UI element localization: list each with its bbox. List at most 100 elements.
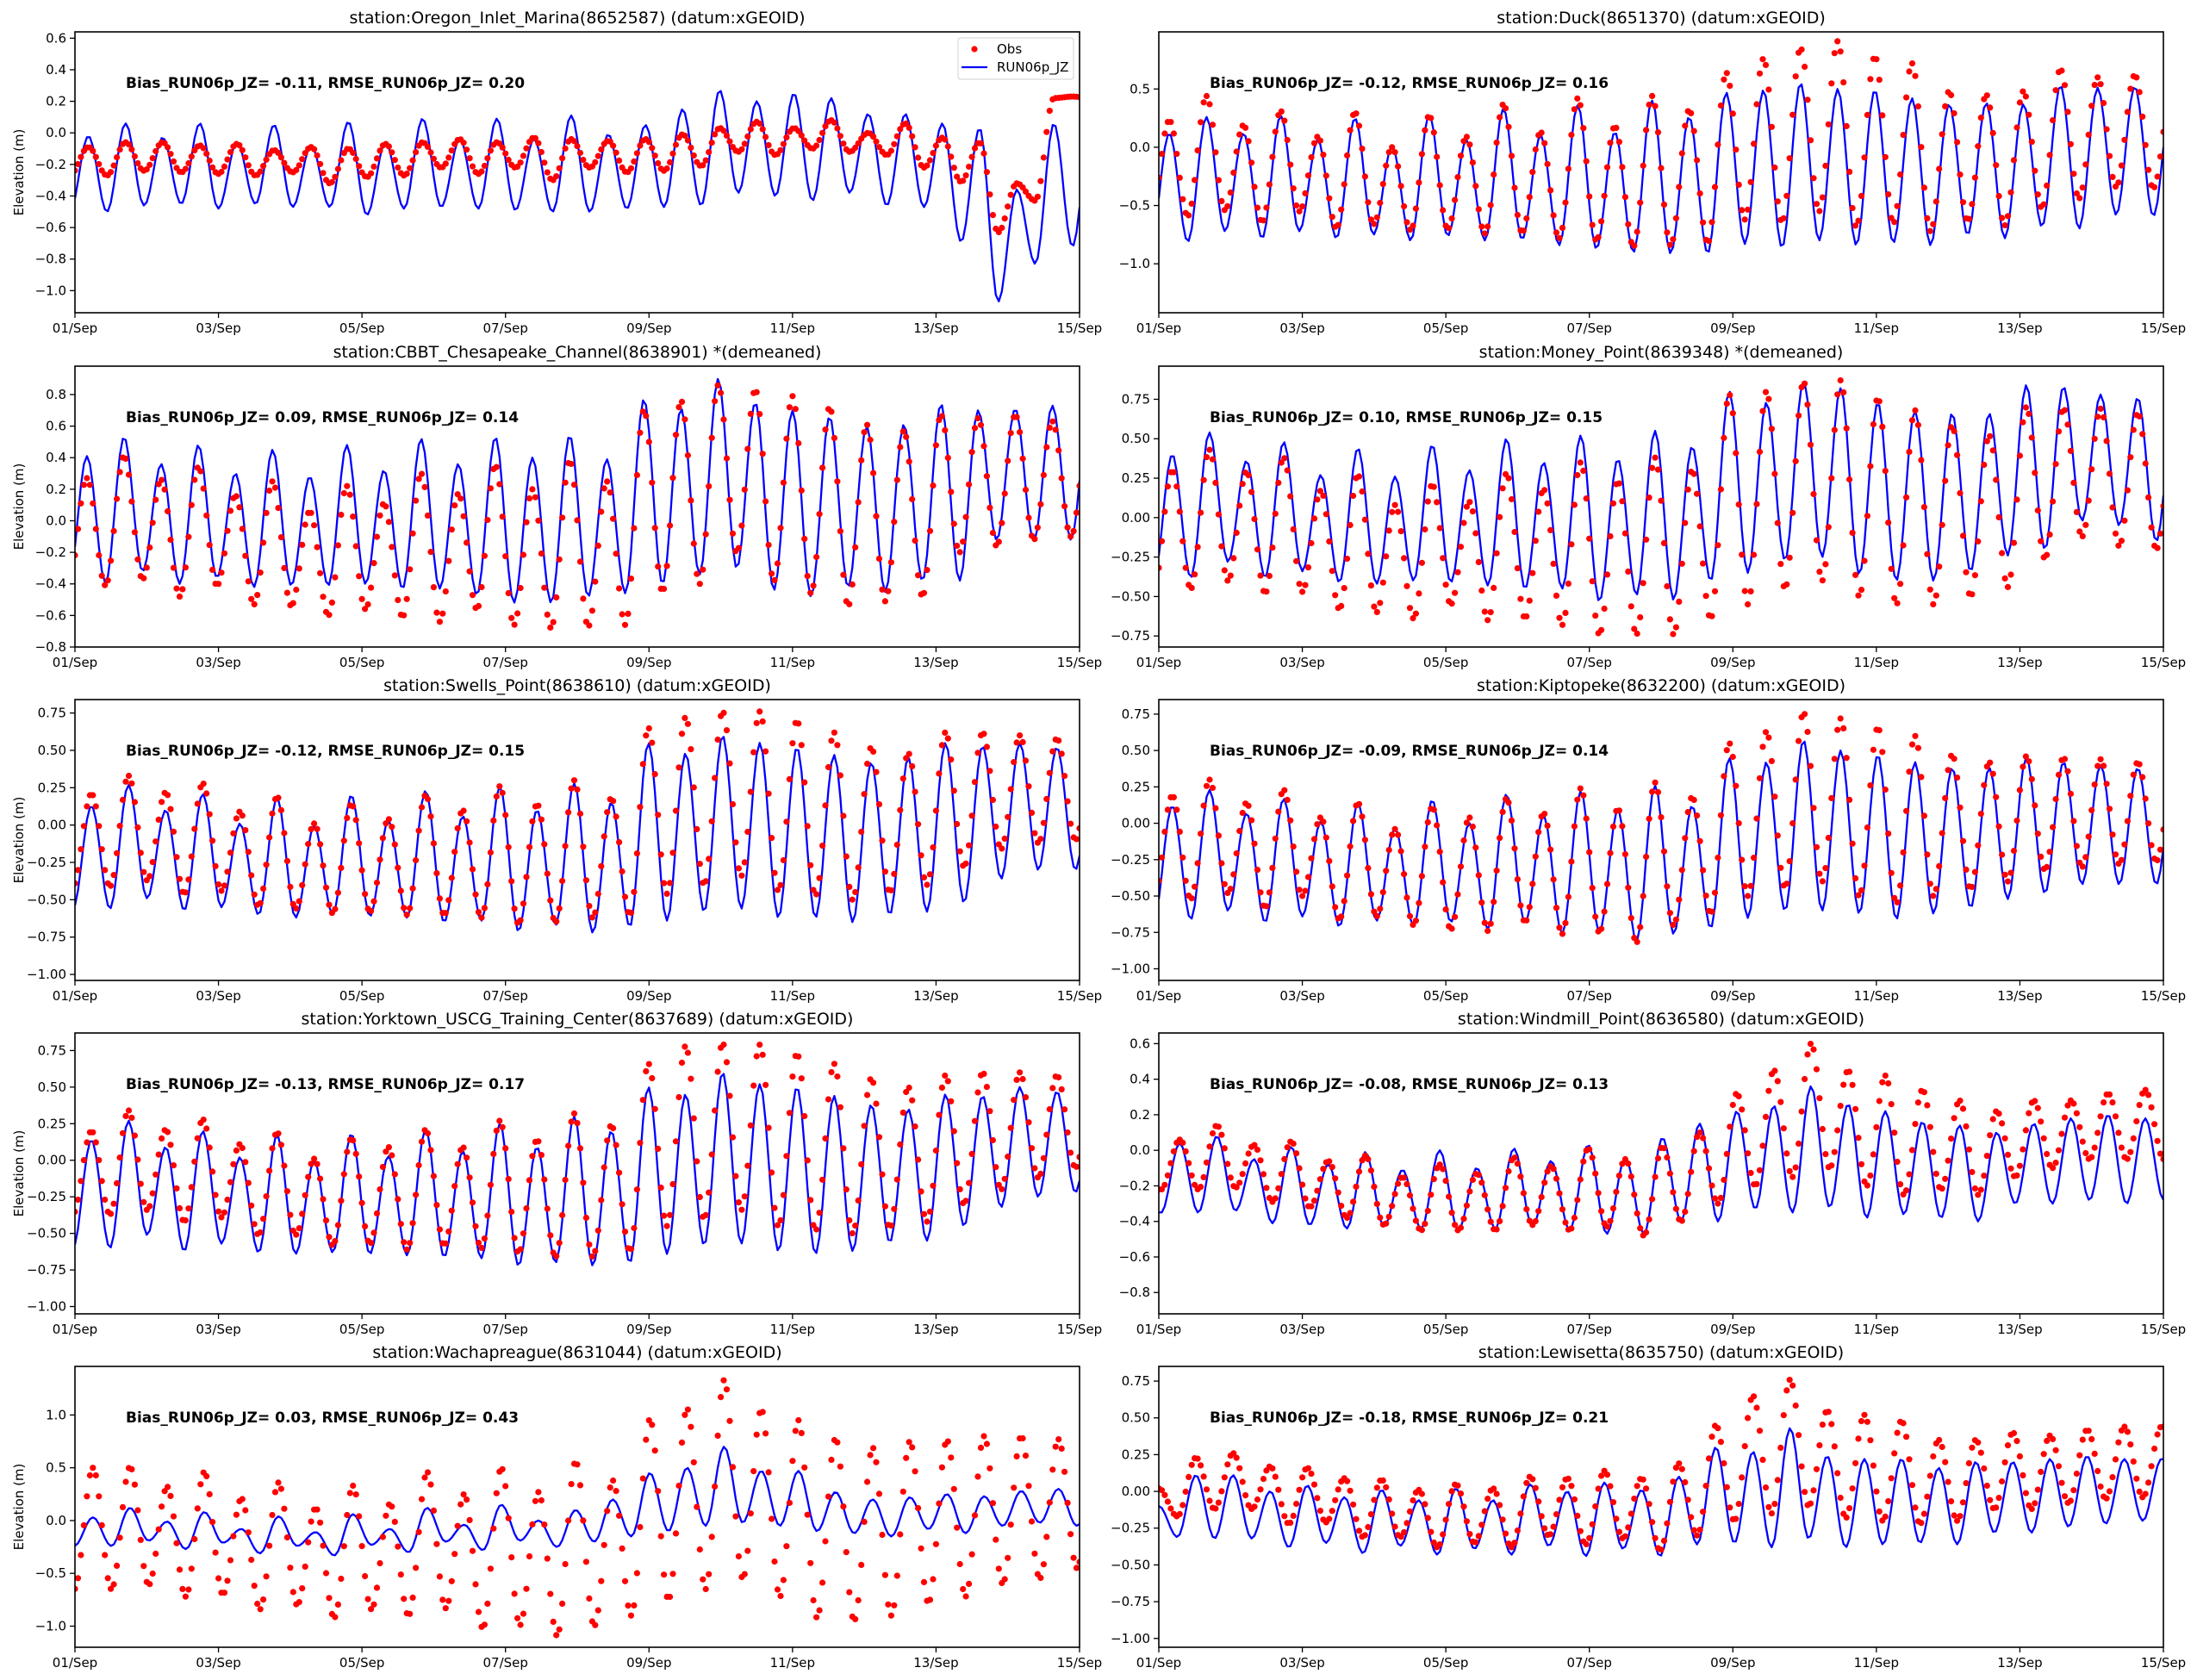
obs-point <box>720 1377 727 1384</box>
obs-point <box>2103 126 2110 133</box>
obs-point <box>1646 815 1652 822</box>
y-tick-label: −0.2 <box>35 157 66 172</box>
obs-point <box>2013 124 2020 131</box>
obs-point <box>454 1160 461 1167</box>
obs-point <box>1263 204 1270 211</box>
obs-point <box>1721 1176 1727 1184</box>
obs-point <box>1571 1496 1578 1503</box>
y-tick-label: 0.75 <box>38 706 66 721</box>
obs-point <box>2070 1487 2077 1494</box>
obs-point <box>1251 184 1258 190</box>
obs-point <box>550 619 557 625</box>
obs-point <box>1452 913 1459 920</box>
obs-point <box>128 146 135 153</box>
x-tick-label: 03/Sep <box>196 655 240 670</box>
obs-point <box>1436 1541 1443 1548</box>
obs-point <box>1556 234 1563 241</box>
obs-point <box>1873 1488 1880 1495</box>
obs-point <box>1759 408 1766 414</box>
obs-point <box>619 868 625 875</box>
obs-point <box>810 1222 817 1229</box>
obs-point <box>1406 1508 1414 1515</box>
obs-point <box>556 1626 563 1633</box>
obs-point <box>2073 1470 2080 1478</box>
obs-point <box>1212 1505 1219 1512</box>
obs-point <box>1696 190 1703 197</box>
obs-point <box>899 1488 906 1495</box>
obs-point <box>1804 96 1811 103</box>
obs-point <box>893 476 900 483</box>
obs-point <box>726 760 733 767</box>
obs-point <box>1227 189 1234 196</box>
y-tick-label: 0.6 <box>46 30 66 46</box>
obs-point <box>1609 500 1617 507</box>
obs-point <box>930 150 937 157</box>
obs-point <box>678 398 686 405</box>
obs-point <box>340 1543 347 1550</box>
obs-point <box>2046 849 2053 856</box>
obs-point <box>657 851 664 858</box>
obs-point <box>409 885 416 892</box>
obs-point <box>1965 1459 1972 1466</box>
obs-point <box>2142 1490 2149 1497</box>
obs-point <box>616 839 623 846</box>
obs-point <box>1440 555 1447 562</box>
obs-point <box>706 856 713 862</box>
obs-point <box>159 476 165 483</box>
obs-point <box>1607 1217 1614 1224</box>
obs-point <box>744 445 751 452</box>
obs-point <box>1840 79 1847 86</box>
obs-point <box>454 824 461 832</box>
obs-point <box>1688 1168 1695 1175</box>
obs-point <box>1161 130 1168 137</box>
obs-point <box>2097 1483 2104 1490</box>
obs-point <box>879 1171 886 1178</box>
obs-point <box>1819 1125 1826 1133</box>
obs-point <box>942 136 949 143</box>
obs-point <box>720 416 727 423</box>
obs-point <box>1310 140 1318 146</box>
obs-point <box>460 807 467 814</box>
obs-point <box>1457 1490 1465 1497</box>
obs-point <box>1807 762 1814 769</box>
obs-point <box>1601 605 1608 613</box>
obs-point <box>1377 905 1384 912</box>
obs-point <box>1239 1171 1246 1178</box>
obs-point <box>1819 1422 1826 1428</box>
obs-point <box>317 1519 324 1526</box>
obs-point <box>1293 557 1300 564</box>
obs-point <box>155 1526 162 1533</box>
y-tick-label: 0.6 <box>1130 1036 1150 1051</box>
obs-point <box>1771 1067 1778 1074</box>
obs-point <box>1690 128 1697 134</box>
obs-point <box>1448 600 1455 607</box>
obs-point <box>114 154 121 161</box>
obs-point <box>1308 1203 1315 1210</box>
obs-point <box>1314 1495 1321 1502</box>
obs-point <box>924 567 930 574</box>
obs-point <box>1379 181 1386 188</box>
obs-point <box>1239 481 1246 488</box>
obs-point <box>1930 1148 1937 1155</box>
obs-point <box>1959 1499 1967 1506</box>
obs-point <box>445 557 452 564</box>
obs-point <box>505 1176 512 1183</box>
obs-point <box>1233 148 1240 155</box>
obs-point <box>1502 105 1509 112</box>
obs-point <box>350 149 357 156</box>
obs-point <box>858 1160 865 1167</box>
obs-point <box>999 520 1005 526</box>
obs-point <box>1789 1173 1796 1180</box>
obs-point <box>1013 1453 1020 1459</box>
obs-point <box>257 1229 264 1236</box>
obs-point <box>1541 1525 1548 1532</box>
obs-point <box>529 818 536 825</box>
obs-point <box>1702 1148 1709 1154</box>
obs-point <box>1867 463 1874 470</box>
obs-point <box>1284 796 1291 804</box>
obs-point <box>1615 1173 1622 1179</box>
obs-point <box>218 1214 225 1221</box>
obs-point <box>203 1472 210 1480</box>
obs-point <box>1412 918 1419 924</box>
obs-point <box>2034 1104 2041 1111</box>
